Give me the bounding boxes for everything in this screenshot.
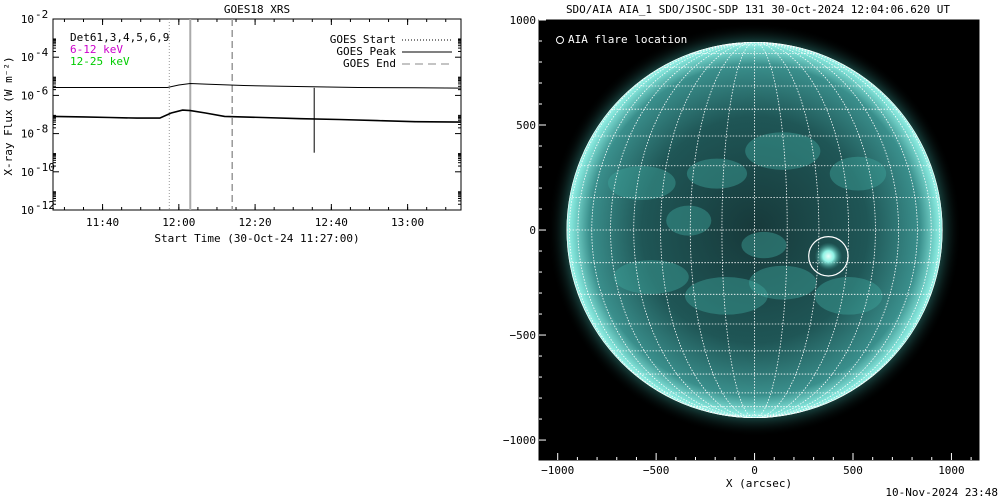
longitude-line xyxy=(721,42,755,419)
y-tick-exponent: -4 xyxy=(35,46,49,59)
aia-y-axis: 1000 500 0 −500 −1000 xyxy=(503,14,546,447)
active-region xyxy=(748,265,817,300)
y-tick-label: 10 xyxy=(21,204,34,217)
active-region xyxy=(613,260,689,294)
longitude-line xyxy=(660,42,755,419)
solar-disk xyxy=(566,42,943,419)
aia-x-axis: −1000 −500 0 500 1000 xyxy=(541,453,972,477)
x-tick-label: −1000 xyxy=(541,464,574,477)
legend-flare-location: AIA flare location xyxy=(568,33,687,46)
longitude-line xyxy=(610,42,755,419)
active-region xyxy=(741,231,787,259)
legend-detectors: Det61,3,4,5,6,9 xyxy=(70,31,169,44)
active-region xyxy=(685,277,768,315)
active-region xyxy=(607,166,676,200)
active-region xyxy=(745,132,821,170)
x-tick-label: 11:40 xyxy=(86,216,119,229)
longitude-line xyxy=(754,42,941,419)
legend-flare-circle-icon xyxy=(556,36,564,44)
aia-image-frame xyxy=(538,19,980,461)
y-tick-label: −1000 xyxy=(503,434,536,447)
longitude-line xyxy=(633,42,755,419)
x-tick-label: 0 xyxy=(751,464,758,477)
x-tick-label: 12:20 xyxy=(239,216,272,229)
longitude-line xyxy=(754,42,820,419)
y-tick-exponent: -10 xyxy=(35,161,55,174)
flare-marker-group xyxy=(808,235,849,277)
y-tick-label: 500 xyxy=(516,119,536,132)
series-short-channel xyxy=(53,109,461,123)
longitude-line xyxy=(754,42,932,419)
y-tick-exponent: -12 xyxy=(35,199,55,212)
active-region xyxy=(829,156,887,191)
active-region xyxy=(814,277,883,315)
y-tick-label: −500 xyxy=(510,329,537,342)
y-tick-exponent: -2 xyxy=(35,8,48,21)
y-tick-exponent: -6 xyxy=(35,84,48,97)
x-tick-label: 500 xyxy=(843,464,863,477)
x-tick-label: 13:00 xyxy=(391,216,424,229)
longitude-line xyxy=(754,42,876,419)
legend-goes-start-label: GOES Start xyxy=(330,33,396,46)
longitude-line xyxy=(754,42,788,419)
y-tick-exponent: -8 xyxy=(35,123,48,136)
longitude-line xyxy=(689,42,755,419)
longitude-line xyxy=(754,42,918,419)
x-tick-label: 12:00 xyxy=(162,216,195,229)
y-tick-label: 10 xyxy=(21,89,34,102)
y-tick-label: 10 xyxy=(21,166,34,179)
y-tick-label: 1000 xyxy=(510,14,537,27)
goes-series-group xyxy=(53,82,461,153)
x-tick-label: 1000 xyxy=(938,464,965,477)
longitude-line xyxy=(577,42,755,419)
goes-plot-title: GOES18 XRS xyxy=(224,3,290,16)
y-tick-label: 10 xyxy=(21,13,34,26)
aia-plot-title: SDO/AIA AIA_1 SDO/JSOC-SDP 131 30-Oct-20… xyxy=(566,3,950,16)
goes-y-axis-label: X-ray Flux (W m⁻²) xyxy=(2,56,15,175)
footer-timestamp: 10-Nov-2024 23:48 xyxy=(885,486,998,499)
active-region xyxy=(666,205,712,236)
x-tick-label: 12:40 xyxy=(315,216,348,229)
longitude-line xyxy=(591,42,755,419)
legend-goes-end-label: GOES End xyxy=(343,57,396,70)
longitude-line xyxy=(754,42,899,419)
goes-plot-frame xyxy=(52,18,462,211)
y-tick-label: 10 xyxy=(21,128,34,141)
sun-disk-group xyxy=(547,23,962,437)
goes-event-lines xyxy=(168,19,233,210)
legend-6-12-kev: 6-12 keV xyxy=(70,43,123,56)
longitude-line xyxy=(569,42,755,419)
series-long-channel xyxy=(53,82,461,89)
flare-location-circle xyxy=(808,235,849,277)
goes-x-axis: 11:40 12:00 12:20 12:40 13:00 xyxy=(63,19,447,229)
heliographic-grid xyxy=(566,42,943,419)
x-tick-label: −500 xyxy=(643,464,670,477)
active-region xyxy=(686,158,748,189)
legend-goes-peak-label: GOES Peak xyxy=(336,45,396,58)
aia-x-axis-label: X (arcsec) xyxy=(726,477,792,490)
goes-x-axis-label: Start Time (30-Oct-24 11:27:00) xyxy=(154,232,359,245)
y-tick-label: 10 xyxy=(21,51,34,64)
aia-image-plot: SDO/AIA AIA_1 SDO/JSOC-SDP 131 30-Oct-20… xyxy=(503,3,980,490)
flare-brightening xyxy=(814,242,843,271)
legend-12-25-kev: 12-25 keV xyxy=(70,55,130,68)
longitude-line xyxy=(754,42,849,419)
y-tick-label: 0 xyxy=(529,224,536,237)
